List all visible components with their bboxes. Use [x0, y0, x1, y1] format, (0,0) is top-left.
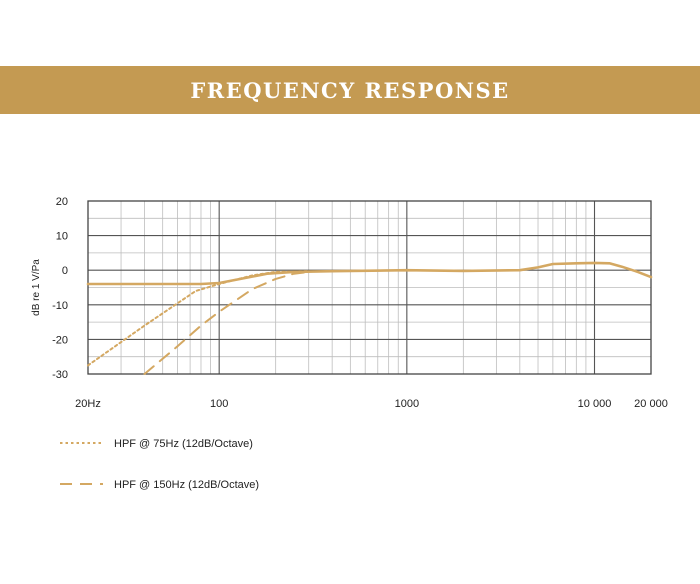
plot-frame [87, 200, 652, 375]
series-line-1 [86, 261, 653, 286]
title-banner: FREQUENCY RESPONSE [0, 66, 700, 114]
y-tick-label: -20 [52, 334, 68, 346]
x-tick-label: 20 000 [634, 398, 668, 410]
legend-label-3: HPF @ 150Hz (12dB/Octave) [114, 479, 259, 491]
y-tick-label: -10 [52, 300, 68, 312]
y-tick-label: 20 [56, 196, 68, 208]
x-tick-label: 100 [210, 398, 228, 410]
series-line-2 [87, 270, 310, 367]
grid [87, 200, 652, 375]
y-axis-label: dB re 1 V/Pa [31, 259, 42, 316]
curves [86, 261, 653, 375]
x-tick-label: 20Hz [75, 398, 101, 410]
legend: HPF @ 75Hz (12dB/Octave) HPF @ 150Hz (12d… [60, 438, 259, 491]
y-tick-label: 10 [56, 231, 68, 243]
y-tick-label: -30 [52, 369, 68, 381]
x-tick-label: 10 000 [578, 398, 612, 410]
page-title: FREQUENCY RESPONSE [190, 77, 510, 103]
legend-label-2: HPF @ 75Hz (12dB/Octave) [114, 438, 253, 450]
series-line-3 [143, 270, 310, 375]
y-tick-label: 0 [62, 265, 68, 277]
x-tick-label: 1000 [395, 398, 419, 410]
